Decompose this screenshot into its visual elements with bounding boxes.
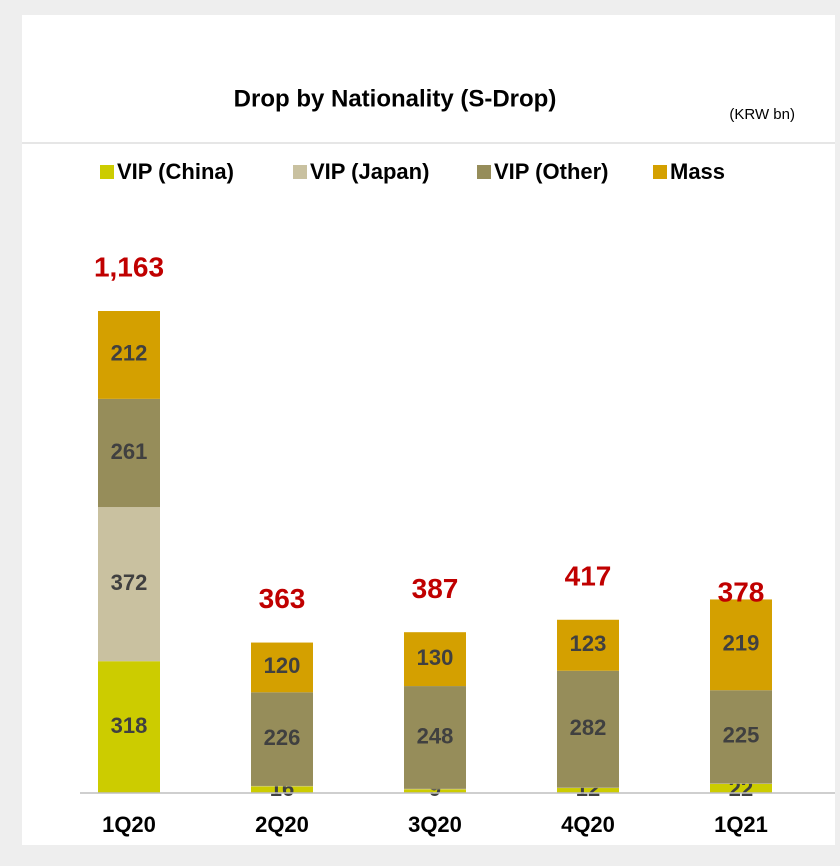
- bar-segment: [557, 788, 619, 793]
- bar-segment: [251, 786, 313, 793]
- legend-label: Mass: [670, 159, 725, 184]
- total-label: 378: [718, 577, 765, 608]
- legend-label: VIP (China): [117, 159, 234, 184]
- legend-swatch: [653, 165, 667, 179]
- segment-label: 261: [111, 439, 148, 464]
- total-label: 1,163: [94, 251, 164, 282]
- bar-segment: [557, 619, 619, 671]
- unit-label: (KRW bn): [729, 106, 795, 123]
- segment-label: 120: [264, 653, 301, 678]
- x-tick-label: 3Q20: [408, 812, 462, 837]
- legend-label: VIP (Japan): [310, 159, 429, 184]
- x-tick-label: 4Q20: [561, 812, 615, 837]
- segment-label: 282: [570, 715, 607, 740]
- bar-segment: [98, 398, 160, 508]
- segment-label: 219: [723, 631, 760, 656]
- legend-swatch: [293, 165, 307, 179]
- segment-label: 248: [417, 723, 454, 748]
- bar-segment: [404, 789, 466, 793]
- bar-segment: [710, 599, 772, 691]
- bar-segment: [251, 642, 313, 693]
- segment-label: 226: [264, 725, 301, 750]
- bar-segment: [404, 632, 466, 687]
- x-tick-label: 1Q20: [102, 812, 156, 837]
- x-tick-label: 2Q20: [255, 812, 309, 837]
- total-label: 363: [259, 583, 306, 614]
- segment-label: 318: [111, 713, 148, 738]
- total-label: 417: [565, 561, 612, 592]
- bar-segment: [98, 661, 160, 793]
- x-tick-label: 1Q21: [714, 812, 768, 837]
- segment-label: 212: [111, 341, 148, 366]
- legend-label: VIP (Other): [494, 159, 609, 184]
- legend-swatch: [477, 165, 491, 179]
- segment-label: 130: [417, 645, 454, 670]
- segment-label: 123: [570, 631, 607, 656]
- bar-segment: [557, 670, 619, 788]
- total-label: 387: [412, 573, 459, 604]
- segment-label: 372: [111, 570, 148, 595]
- bar-segment: [710, 783, 772, 793]
- bar-segment: [98, 311, 160, 399]
- segment-label: 225: [723, 723, 760, 748]
- bar-segment: [98, 507, 160, 662]
- bar-segment: [710, 690, 772, 784]
- chart-title: Drop by Nationality (S-Drop): [234, 85, 557, 112]
- legend-swatch: [100, 165, 114, 179]
- bar-segment: [251, 692, 313, 786]
- bar-segment: [404, 686, 466, 789]
